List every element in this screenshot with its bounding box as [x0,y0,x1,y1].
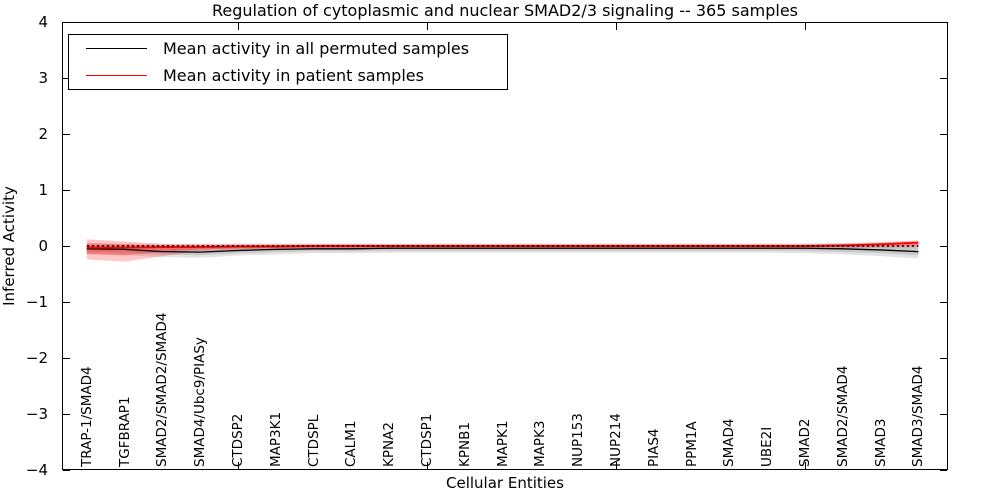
y-tick-label: −1 [25,293,48,311]
chart-title: Regulation of cytoplasmic and nuclear SM… [211,1,799,20]
y-tick-label: 1 [38,181,48,199]
y-tick-right [940,78,947,79]
x-category-label: SMAD4 [721,418,738,467]
y-tick-label: 4 [38,13,48,31]
x-tick [805,462,806,469]
x-category-label: CALM1 [343,420,360,467]
x-tick [427,462,428,469]
y-tick [63,246,70,247]
y-tick-label: 2 [38,125,48,143]
x-category-label: NUP153 [570,413,587,467]
y-tick-right [940,470,947,471]
y-tick-right [940,22,947,23]
x-tick-top [427,23,428,30]
plot-area: Mean activity in all permuted samples Me… [62,22,948,471]
x-category-label: SMAD3/SMAD4 [910,365,927,467]
x-category-label: SMAD2/SMAD4 [834,365,851,467]
y-tick-label: 3 [38,69,48,87]
x-category-label: CTDSP1 [419,413,435,467]
y-tick-right [940,246,947,247]
x-tick [616,462,617,469]
x-category-label: CTDSP2 [230,413,246,467]
x-category-label: PPM1A [683,421,700,467]
x-category-label: SMAD2 [797,418,813,467]
x-category-label: TGFBRAP1 [116,396,133,467]
y-tick-label: −4 [25,461,48,479]
x-category-label: KPNA2 [381,422,398,467]
x-tick-top [805,23,806,30]
y-tick [63,470,70,471]
y-tick [63,190,70,191]
y-tick [63,414,70,415]
y-tick-right [940,414,947,415]
y-tick-label: −2 [25,349,48,367]
y-tick [63,302,70,303]
y-tick-right [940,302,947,303]
x-tick-top [238,23,239,30]
legend-line-patient-icon [86,75,147,76]
x-category-label: MAP3K1 [267,411,284,467]
x-tick [238,462,239,469]
x-category-label: PIAS4 [645,428,662,467]
x-category-label: KPNB1 [456,422,473,467]
x-category-label: SMAD4/Ubc9/PIASy [192,337,209,467]
y-tick [63,78,70,79]
y-tick-right [940,134,947,135]
band-patient-samples-spread-inner [86,241,919,256]
y-tick [63,22,70,23]
y-tick [63,358,70,359]
x-tick-top [616,23,617,30]
x-category-label: TRAP-1/SMAD4 [78,366,95,467]
legend-item-permuted: Mean activity in all permuted samples [86,37,507,60]
y-tick-label: −3 [25,405,48,423]
x-category-label: SMAD2/SMAD2/SMAD4 [154,312,171,467]
y-tick-right [940,358,947,359]
legend-line-permuted-icon [86,48,147,49]
legend-item-patient: Mean activity in patient samples [86,64,507,87]
band-patient-samples-spread-outer [86,239,919,262]
y-tick-right [940,190,947,191]
legend: Mean activity in all permuted samples Me… [68,34,508,90]
x-axis-title: Cellular Entities [446,474,564,492]
x-category-label: UBE2I [759,426,776,467]
series-line-permuted [86,247,919,253]
x-category-label: CTDSPL [305,414,322,467]
y-tick-label: 0 [38,237,48,255]
legend-label-permuted: Mean activity in all permuted samples [163,39,470,58]
y-tick [63,134,70,135]
data-layer [86,239,919,262]
x-category-label: MAPK3 [532,420,549,467]
x-category-label: NUP214 [608,413,624,467]
x-category-label: SMAD3 [872,418,889,467]
x-category-label: MAPK1 [494,420,511,467]
legend-label-patient: Mean activity in patient samples [163,66,424,85]
